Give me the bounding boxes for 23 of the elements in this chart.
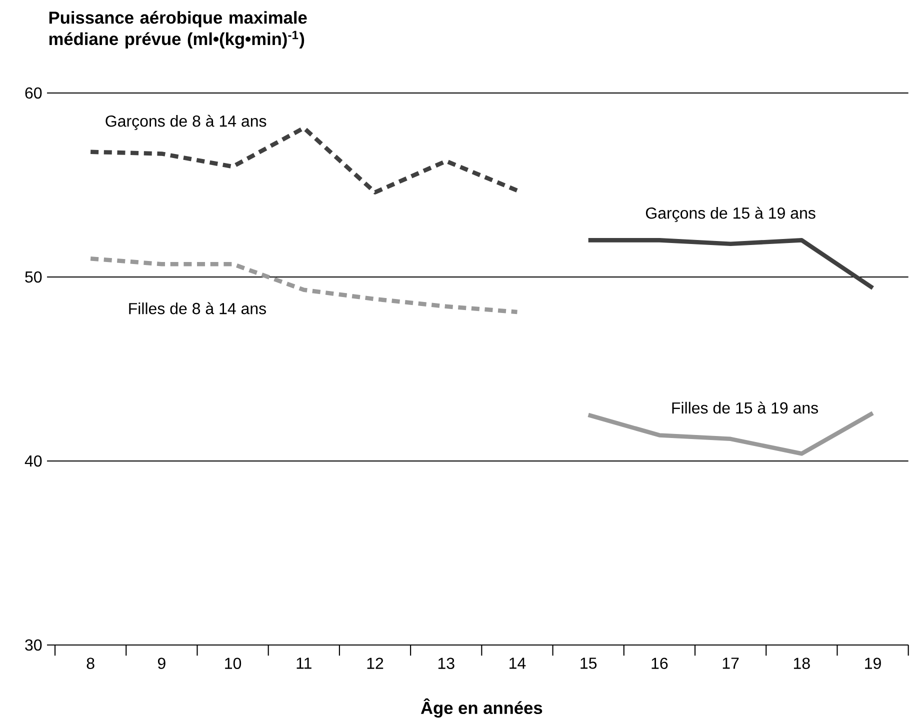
series-label: Filles de 15 à 19 ans	[672, 402, 818, 414]
y-tick-label: 60	[25, 87, 42, 99]
y-tick-label: 50	[25, 271, 42, 283]
x-tick-label: 8	[86, 658, 94, 670]
y-axis-title: Puissance aérobique maximale médiane prévue (ml•(kg•min)$^{-1}$)	[49, 10, 307, 49]
x-tick-label: 14	[510, 658, 526, 669]
series-label: Filles de 8 à 14 ans	[129, 302, 266, 314]
x-tick-label: 19	[865, 658, 881, 670]
y-tick-label: 40	[24, 455, 42, 467]
line-series	[88, 256, 520, 314]
x-axis-title: Âge en années	[420, 698, 542, 718]
x-tick-label: 15	[580, 658, 597, 669]
y-tick-label: 30	[25, 639, 42, 651]
x-tick-label: 13	[438, 658, 454, 670]
series-label: Garçons de 15 à 19 ans	[646, 206, 816, 222]
series-label: Garçons de 8 à 14 ans	[106, 114, 266, 130]
x-tick-label: 16	[652, 658, 668, 670]
x-tick-label: 10	[225, 658, 242, 670]
x-tick-label: 17	[722, 658, 739, 669]
x-tick-label: 18	[794, 658, 810, 670]
x-tick-label: 12	[367, 658, 384, 669]
x-tick-label: 9	[158, 658, 166, 670]
x-tick-label: 11	[296, 658, 312, 669]
